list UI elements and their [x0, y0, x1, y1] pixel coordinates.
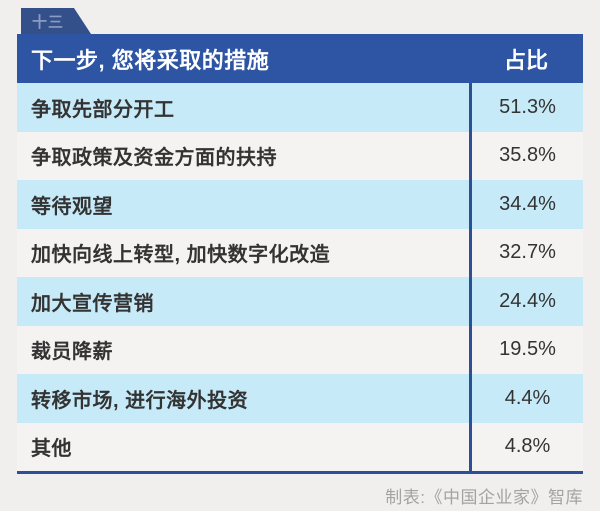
percentage-value: 51.3%: [469, 83, 583, 132]
table-row: 等待观望 34.4%: [17, 180, 583, 229]
table-row: 加快向线上转型, 加快数字化改造 32.7%: [17, 228, 583, 277]
table-header: 下一步, 您将采取的措施 占比: [17, 34, 583, 83]
table-row: 转移市场, 进行海外投资 4.4%: [17, 374, 583, 423]
measure-label: 加快向线上转型, 加快数字化改造: [31, 244, 331, 267]
measure-label: 裁员降薪: [31, 341, 113, 364]
table-row: 争取政策及资金方面的扶持 35.8%: [17, 131, 583, 180]
value-column-header: 占比: [503, 47, 548, 73]
percentage-value: 35.8%: [469, 131, 583, 180]
table-row: 争取先部分开工 51.3%: [17, 83, 583, 132]
figure-number-label: 十三: [32, 13, 65, 31]
figure-number-tab: 十三: [21, 8, 91, 34]
measure-label: 争取政策及资金方面的扶持: [31, 147, 277, 170]
percentage-value: 24.4%: [469, 277, 583, 326]
measure-label: 其他: [31, 438, 72, 461]
table-row: 加大宣传营销 24.4%: [17, 277, 583, 326]
percentage-value: 4.8%: [469, 422, 583, 471]
table-row: 裁员降薪 19.5%: [17, 325, 583, 374]
percentage-value: 34.4%: [469, 180, 583, 229]
table-title: 下一步, 您将采取的措施: [31, 47, 270, 73]
measure-label: 转移市场, 进行海外投资: [31, 389, 249, 412]
percentage-value: 4.4%: [469, 374, 583, 423]
survey-table-figure: 十三 下一步, 您将采取的措施 占比 争取先部分开工 51.3% 争取政策及资金…: [17, 8, 583, 508]
table-body: 争取先部分开工 51.3% 争取政策及资金方面的扶持 35.8% 等待观望 34…: [17, 83, 583, 474]
percentage-value: 32.7%: [469, 228, 583, 277]
measure-label: 争取先部分开工: [31, 98, 175, 121]
percentage-value: 19.5%: [469, 325, 583, 374]
source-credit: 制表:《中国企业家》智库: [385, 488, 583, 507]
measure-label: 等待观望: [31, 195, 113, 218]
measure-label: 加大宣传营销: [31, 292, 154, 315]
table-row: 其他 4.8%: [17, 422, 583, 471]
